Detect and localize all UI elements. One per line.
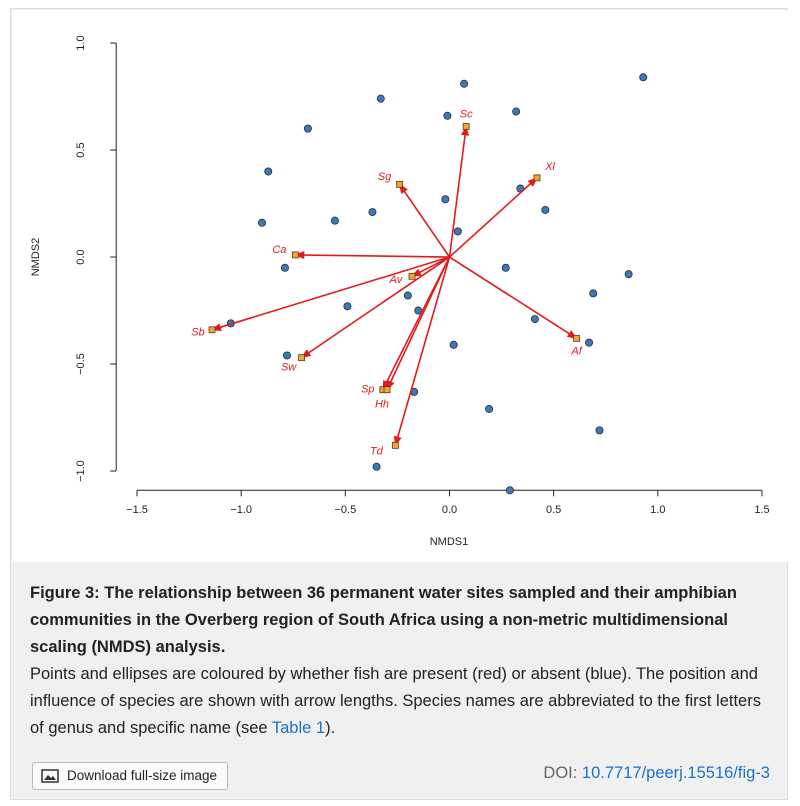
x-tick-label: −1.5 — [126, 504, 148, 516]
table-link[interactable]: Table 1 — [271, 719, 326, 737]
site-point — [441, 195, 450, 204]
site-point — [541, 205, 550, 214]
site-point — [330, 216, 339, 225]
site-point — [283, 351, 292, 360]
site-point — [624, 270, 633, 279]
species-label: Xl — [544, 161, 555, 173]
species-marker — [391, 441, 399, 449]
y-tick-label: 1.0 — [75, 35, 87, 50]
species-marker — [573, 334, 580, 342]
chart: NMDS1 NMDS2 −1.5 −1.0 −0.5 0.0 0.5 1.0 1.5 −1.0… — [12, 10, 788, 562]
site-point — [585, 338, 594, 347]
site-point — [343, 302, 352, 311]
species-marker — [383, 386, 391, 394]
species-label: Sg — [378, 171, 392, 183]
caption: Figure 3: The relationship between 36 pe… — [30, 580, 770, 742]
species-marker — [396, 180, 403, 188]
site-point — [264, 167, 273, 176]
y-tick-label: −1.0 — [75, 460, 87, 482]
site-point — [512, 107, 521, 116]
y-tick-label: 0.5 — [75, 142, 87, 157]
download-label: Download full-size image — [67, 768, 218, 783]
species-arrow — [211, 256, 450, 331]
y-axis-title: NMDS2 — [30, 238, 42, 277]
image-icon — [41, 769, 59, 783]
species-label: Td — [370, 445, 384, 457]
site-point — [460, 79, 469, 88]
site-point — [485, 404, 494, 413]
x-tick-label: 1.5 — [754, 504, 769, 516]
species-label: Sw — [281, 362, 297, 374]
species-label: Af — [570, 345, 582, 357]
species-arrow — [386, 256, 451, 391]
doi: DOI: 10.7717/peerj.15516/fig-3 — [543, 764, 770, 783]
chart-panel — [12, 10, 788, 562]
species-marker — [208, 326, 216, 334]
species-arrow — [294, 251, 450, 260]
species-label: Sp — [361, 384, 374, 396]
caption-title: Figure 3: The relationship between 36 pe… — [30, 584, 737, 656]
species-label: Av — [389, 274, 404, 286]
species-marker — [298, 354, 305, 362]
site-point — [258, 218, 267, 227]
site-point — [530, 315, 539, 324]
site-point — [376, 94, 385, 103]
download-button[interactable]: Download full-size image — [32, 762, 229, 790]
x-axis-title: NMDS1 — [430, 536, 469, 548]
species-arrow — [393, 256, 451, 447]
species-label: Ca — [272, 244, 286, 256]
site-point — [639, 73, 648, 82]
species-arrow — [449, 256, 578, 340]
species-arrow — [448, 125, 469, 258]
species-marker — [462, 123, 470, 130]
site-point — [368, 208, 377, 217]
y-tick-label: 0.0 — [75, 249, 87, 264]
site-point — [453, 227, 462, 236]
site-point — [443, 111, 452, 120]
site-point — [505, 486, 514, 495]
species-marker — [291, 251, 299, 259]
species-marker — [408, 272, 416, 280]
x-tick-label: −1.0 — [230, 504, 252, 516]
y-tick-label: −0.5 — [75, 353, 87, 375]
species-label: Sb — [191, 327, 204, 339]
x-tick-label: −0.5 — [334, 504, 356, 516]
site-point — [589, 289, 598, 298]
species-marker — [533, 174, 541, 182]
x-tick-label: 1.0 — [650, 504, 665, 516]
site-point — [595, 426, 604, 435]
species-arrow — [448, 177, 538, 258]
caption-text: ). — [325, 719, 336, 737]
doi-link[interactable]: 10.7717/peerj.15516/fig-3 — [581, 764, 770, 782]
species-arrow — [300, 256, 450, 359]
doi-label: DOI: — [543, 764, 578, 782]
site-point — [449, 340, 458, 349]
species-label: Sc — [460, 108, 473, 120]
site-point — [280, 263, 289, 272]
caption-text: Points and ellipses are coloured by whet… — [30, 665, 761, 737]
site-point — [403, 291, 412, 300]
site-point — [372, 462, 381, 471]
species-label: Hh — [375, 399, 389, 411]
site-point — [303, 124, 312, 133]
species-arrow — [398, 183, 451, 258]
species-arrow — [411, 256, 450, 278]
site-point — [501, 263, 510, 272]
x-tick-label: 0.5 — [546, 504, 561, 516]
x-tick-label: 0.0 — [442, 504, 457, 516]
